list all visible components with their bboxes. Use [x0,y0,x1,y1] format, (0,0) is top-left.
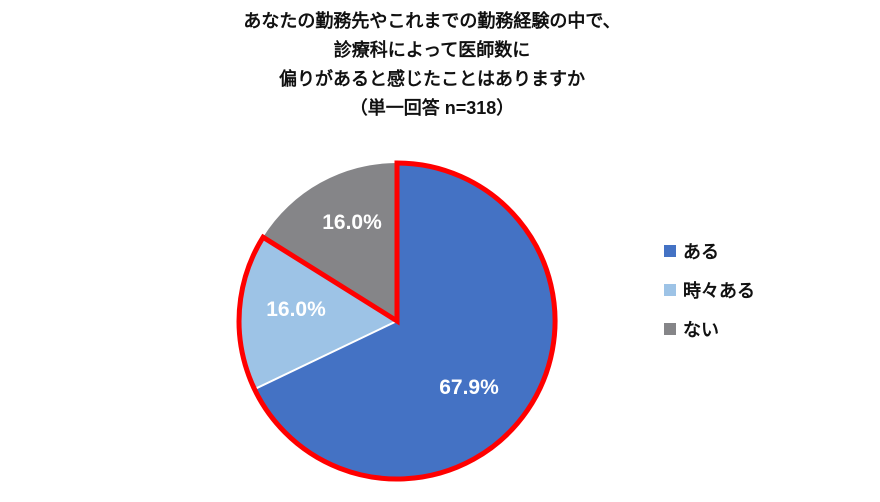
pie-slice-nai [263,163,397,321]
legend-item-nai: ない [664,316,755,342]
legend-label-nai: ない [683,320,719,340]
legend-swatch-tokidoki-aru [664,284,676,296]
pie-chart-svg: 16.0% 16.0% 67.9% [236,160,558,482]
legend: ある 時々ある ない [664,238,755,342]
chart-title-line-3: 偏りがあると感じたことはありますか [279,69,585,89]
pie-slice-aru [254,163,556,479]
highlight-outline [236,160,558,482]
legend-item-tokidoki-aru: 時々ある [664,277,755,303]
legend-swatch-nai [664,323,676,335]
data-label-nai: 16.0% [322,211,382,234]
legend-swatch-aru [664,245,676,257]
chart-title-line-4: （単一回答 n=318） [349,98,515,118]
pie-chart: 16.0% 16.0% 67.9% [227,151,567,491]
legend-label-tokidoki-aru: 時々ある [683,281,755,301]
slice-divider-line [254,320,398,391]
data-label-aru: 67.9% [439,376,499,399]
legend-label-aru: ある [683,242,719,262]
pie-slice-tokidoki-aru [239,237,397,390]
chart-title-line-2: 診療科によって医師数に [333,40,531,60]
chart-title: あなたの勤務先やこれまでの勤務経験の中で、 診療科によって医師数に 偏りがあると… [0,7,864,123]
legend-item-aru: ある [664,238,755,264]
data-label-tokidoki-aru: 16.0% [266,298,326,321]
chart-title-line-1: あなたの勤務先やこれまでの勤務経験の中で、 [243,11,621,31]
